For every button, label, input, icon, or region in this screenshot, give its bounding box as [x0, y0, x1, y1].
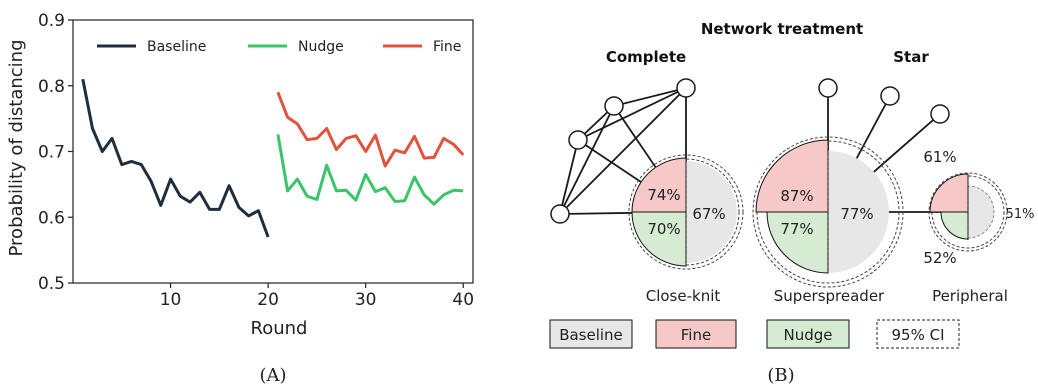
series-line-nudge — [276, 134, 464, 206]
quadrant-fine — [631, 157, 687, 213]
superspreader-nudge-value: 77% — [780, 220, 813, 238]
network-label-star: Star — [893, 48, 929, 66]
plot-legend: Baseline Nudge Fine — [97, 39, 461, 55]
legend-text-baseline: Baseline — [559, 326, 623, 344]
quadrant-baseline — [686, 161, 737, 263]
legend-box-fine — [655, 319, 737, 349]
series-line-fine — [276, 91, 465, 168]
node-superspreader: 87% 77% 77% — [752, 136, 904, 288]
close-knit-nudge-value: 70% — [647, 220, 680, 238]
superspreader-fine-value: 87% — [780, 187, 813, 205]
peripheral-nudge-value: 52% — [923, 249, 956, 267]
network-node-circles — [550, 78, 950, 224]
y-tick-label: 0.5 — [38, 274, 65, 294]
series-line-baseline — [81, 78, 270, 238]
legend-label-fine: Fine — [433, 39, 461, 55]
legend-text-ci: 95% CI — [891, 326, 944, 344]
node-close-knit: 74% 70% 67% — [628, 154, 744, 270]
x-tick-label: 40 — [452, 290, 474, 310]
node-label-superspreader: Superspreader — [774, 287, 885, 305]
network-treatment-title: Network treatment — [701, 20, 863, 38]
quadrant-baseline — [967, 185, 995, 239]
plot-frame — [72, 19, 474, 284]
node-peripheral: 61% 52% 51% — [923, 148, 1034, 267]
x-tick-label: 10 — [160, 290, 182, 310]
legend-box-ci — [876, 319, 960, 349]
quadrant-baseline — [828, 151, 889, 273]
x-axis-label: Round — [251, 318, 308, 339]
y-tick-label: 0.8 — [38, 77, 65, 97]
superspreader-baseline-value: 77% — [840, 205, 873, 223]
close-knit-fine-value: 74% — [647, 186, 680, 204]
panel-a: 0.5 0.6 0.7 0.8 0.9 10 20 30 40 Probability of d… — [6, 11, 474, 386]
plot-axes — [72, 19, 474, 284]
quadrant-fine — [929, 173, 969, 213]
quadrant-nudge — [766, 211, 829, 274]
legend-text-nudge: Nudge — [784, 326, 833, 344]
x-tick-label: 30 — [355, 290, 377, 310]
peripheral-fine-value: 61% — [923, 148, 956, 166]
legend-label-baseline: Baseline — [147, 39, 206, 55]
plot-series-lines — [81, 78, 465, 238]
network-label-complete: Complete — [606, 48, 686, 66]
panel-b: Network treatment Complete Star — [549, 20, 1034, 386]
y-tick-label: 0.7 — [38, 143, 65, 163]
y-axis-label: Probability of distancing — [6, 40, 27, 257]
quadrant-nudge — [631, 211, 687, 267]
legend-text-fine: Fine — [681, 326, 711, 344]
node-label-close-knit: Close-knit — [646, 287, 721, 305]
close-knit-baseline-value: 67% — [692, 205, 725, 223]
plot-ticks: 0.5 0.6 0.7 0.8 0.9 10 20 30 40 — [38, 11, 474, 310]
legend-label-nudge: Nudge — [298, 39, 344, 55]
panel-a-caption: (A) — [259, 365, 286, 386]
panel-b-caption: (B) — [767, 365, 794, 386]
panel-b-legend: Baseline Fine Nudge 95% CI — [549, 319, 960, 349]
y-tick-label: 0.6 — [38, 208, 65, 228]
quadrant-nudge — [940, 211, 969, 240]
legend-box-nudge — [766, 319, 850, 349]
legend-box-baseline — [549, 319, 633, 349]
peripheral-baseline-value: 51% — [1006, 207, 1035, 222]
y-tick-label: 0.9 — [38, 11, 65, 31]
node-label-peripheral: Peripheral — [932, 287, 1008, 305]
quadrant-fine — [755, 139, 829, 213]
x-tick-label: 20 — [257, 290, 279, 310]
